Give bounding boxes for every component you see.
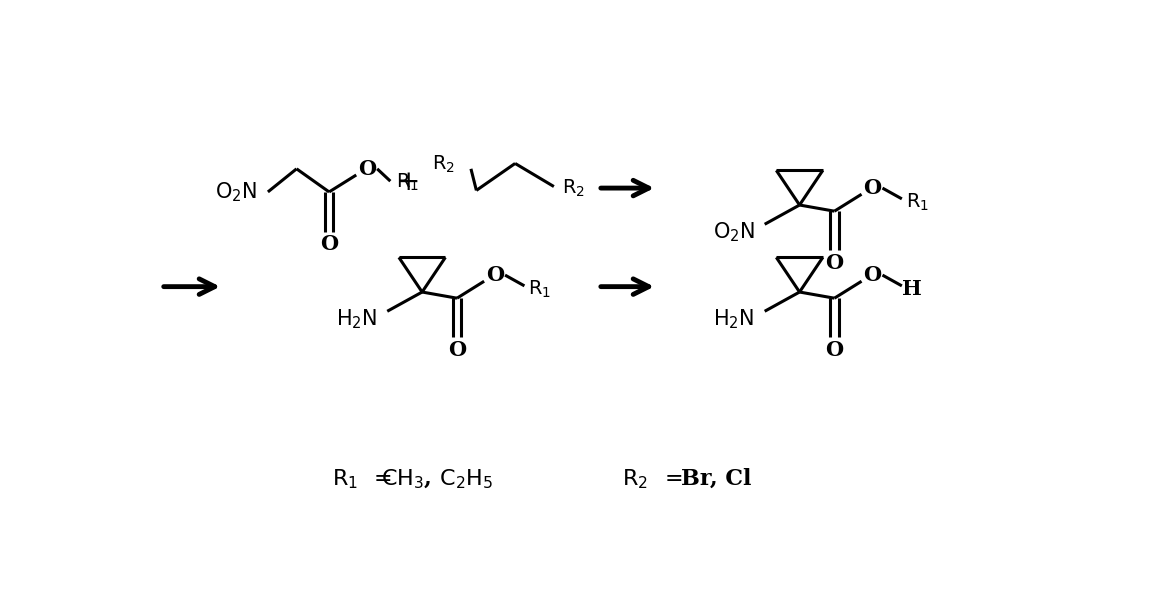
Text: =: = — [664, 468, 683, 490]
Text: H: H — [902, 279, 922, 299]
Text: =: = — [374, 468, 393, 490]
Text: O: O — [826, 253, 843, 273]
Text: O: O — [448, 340, 466, 360]
Text: O: O — [826, 340, 843, 360]
Text: $\mathsf{R_1}$: $\mathsf{R_1}$ — [332, 467, 358, 491]
Text: $\mathsf{R_2}$: $\mathsf{R_2}$ — [562, 178, 584, 199]
Text: $\mathsf{R_2}$: $\mathsf{R_2}$ — [622, 467, 648, 491]
Text: $\mathsf{O_2N}$: $\mathsf{O_2N}$ — [713, 220, 755, 244]
Text: O: O — [320, 234, 339, 255]
Text: $\mathsf{R_1}$: $\mathsf{R_1}$ — [528, 278, 552, 300]
Text: O: O — [486, 265, 505, 285]
Text: O: O — [863, 265, 882, 285]
Text: $\mathsf{R_1}$: $\mathsf{R_1}$ — [396, 172, 419, 194]
Text: $\mathsf{H_2N}$: $\mathsf{H_2N}$ — [335, 307, 376, 331]
Text: $\mathsf{CH_3}$, $\mathsf{C_2H_5}$: $\mathsf{CH_3}$, $\mathsf{C_2H_5}$ — [381, 468, 494, 491]
Text: $\mathsf{R_1}$: $\mathsf{R_1}$ — [906, 191, 929, 213]
Text: $\mathsf{H_2N}$: $\mathsf{H_2N}$ — [713, 307, 754, 331]
Text: O: O — [863, 178, 882, 198]
Text: $\mathsf{R_2}$: $\mathsf{R_2}$ — [432, 153, 455, 175]
Text: Br, Cl: Br, Cl — [681, 468, 751, 490]
Text: $\mathsf{O_2N}$: $\mathsf{O_2N}$ — [215, 180, 258, 204]
Text: O: O — [358, 159, 376, 179]
Text: +: + — [397, 169, 421, 196]
